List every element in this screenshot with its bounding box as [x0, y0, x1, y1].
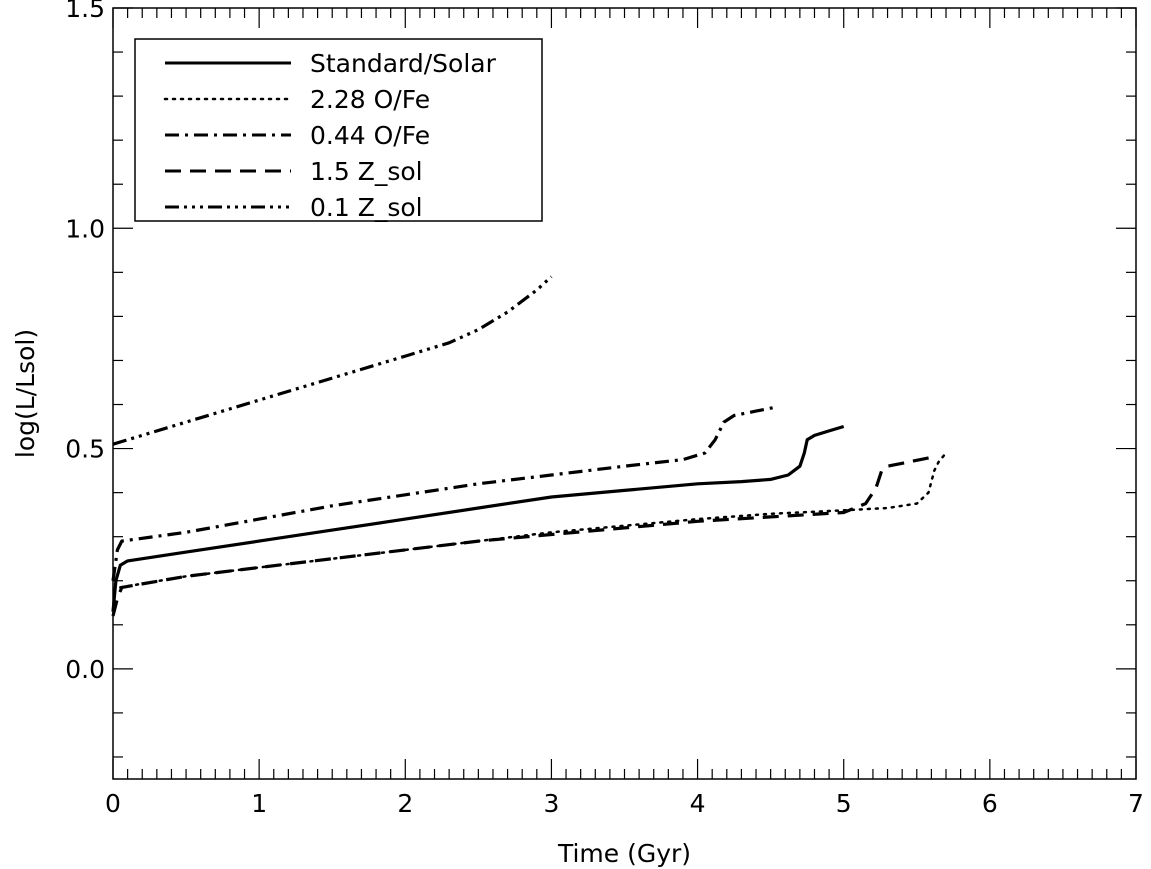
series-line-2-28-o-fe: [119, 451, 948, 589]
x-tick-label: 5: [836, 789, 852, 818]
legend-label: 1.5 Z_sol: [310, 157, 423, 186]
series-line-standard-solar: [111, 424, 845, 612]
y-tick-label: 1.0: [65, 214, 105, 243]
x-tick-label: 7: [1128, 789, 1144, 818]
legend: Standard/Solar 2.28 O/Fe 0.44 O/Fe 1.5 Z_so…: [134, 38, 543, 222]
x-tick-label: 2: [397, 789, 413, 818]
legend-label: 0.44 O/Fe: [310, 121, 430, 150]
x-tick-label: 6: [982, 789, 998, 818]
legend-box: [134, 38, 543, 222]
x-tick-label: 0: [105, 789, 121, 818]
y-tick-label: 0.0: [65, 655, 105, 684]
series-line-1-5-z-sol: [111, 455, 932, 617]
y-axis-label: log(L/Lsol): [11, 329, 40, 458]
legend-label: 2.28 O/Fe: [310, 85, 430, 114]
y-tick-label: 0.5: [65, 435, 105, 464]
series-line-0-44-o-fe: [111, 405, 779, 581]
x-axis-label: Time (Gyr): [557, 839, 691, 868]
x-tick-label: 3: [543, 789, 559, 818]
y-tick-label: 1.5: [65, 0, 105, 23]
legend-label: 0.1 Z_sol: [310, 193, 423, 222]
x-tick-label: 4: [690, 789, 706, 818]
series-line-0-1-z-sol: [112, 275, 553, 446]
series-layer: [111, 275, 948, 617]
ticks-layer: 0 1 2 3 4 5 6 7 0.0 0.5 1.0 1.5: [65, 0, 1144, 818]
x-tick-label: 1: [251, 789, 267, 818]
legend-label: Standard/Solar: [310, 49, 497, 78]
